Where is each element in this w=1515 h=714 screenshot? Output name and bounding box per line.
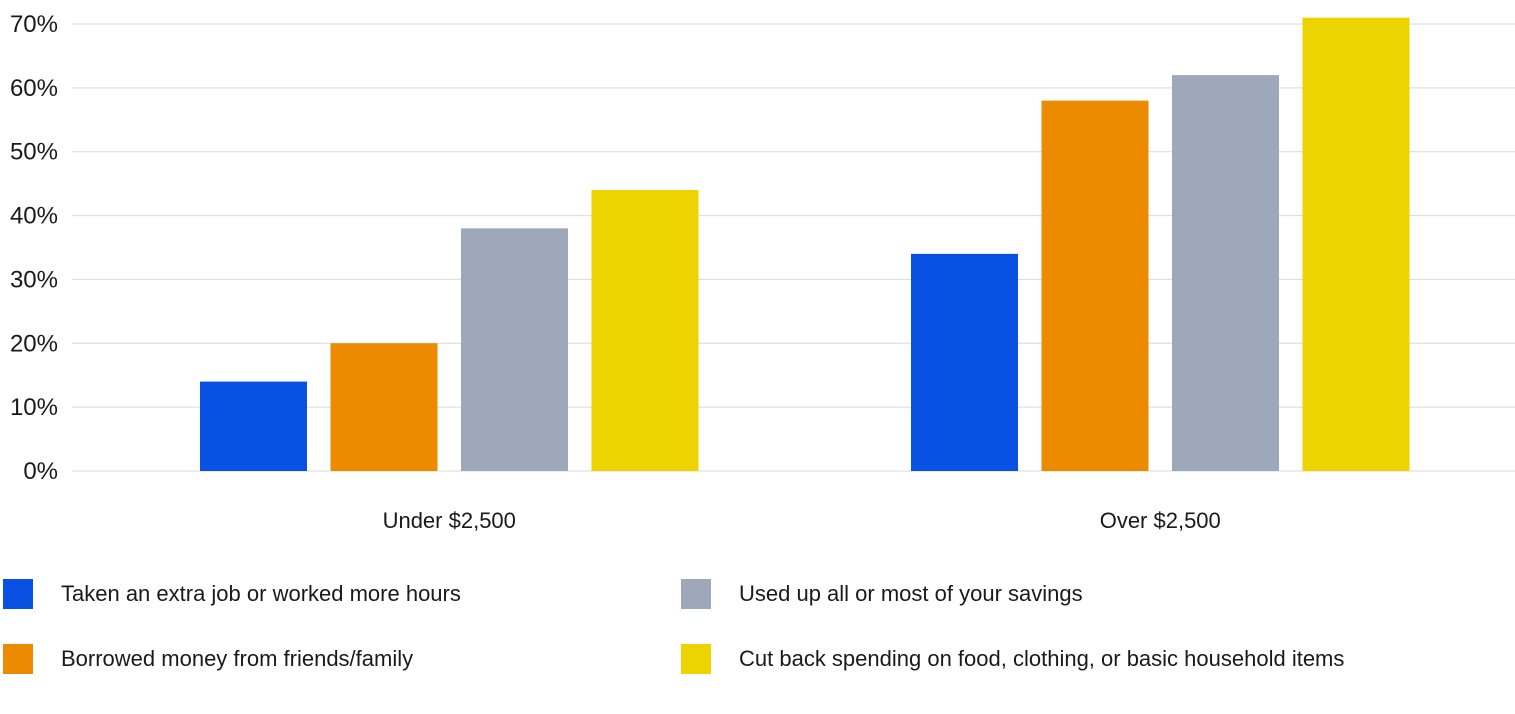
- bar: [330, 343, 438, 471]
- y-tick-label: 10%: [10, 394, 58, 421]
- legend-swatch-cut-back: [681, 644, 711, 674]
- legend-label-savings: Used up all or most of your savings: [739, 581, 1083, 606]
- y-tick-label: 0%: [23, 458, 58, 485]
- legend-item-borrowed: Borrowed money from friends/family: [3, 643, 413, 675]
- chart-legend: Taken an extra job or worked more hours …: [0, 570, 1515, 700]
- legend-item-savings: Used up all or most of your savings: [681, 578, 1083, 610]
- bar: [461, 228, 568, 471]
- legend-item-cut-back: Cut back spending on food, clothing, or …: [681, 643, 1344, 675]
- legend-label-borrowed: Borrowed money from friends/family: [61, 646, 414, 671]
- x-category-label: Under $2,500: [383, 508, 516, 533]
- bar: [1302, 17, 1410, 471]
- y-tick-label: 20%: [10, 330, 58, 357]
- y-tick-label: 60%: [10, 75, 58, 102]
- legend-swatch-savings: [681, 579, 711, 609]
- bar: [591, 190, 699, 471]
- y-tick-label: 40%: [10, 203, 58, 230]
- bar: [200, 381, 307, 471]
- bar-chart: 0% 10% 20% 30% 40% 50% 60% 70% Under $2,500 Over …: [10, 11, 1515, 533]
- bar: [1041, 100, 1149, 471]
- legend-swatch-extra-job: [3, 579, 33, 609]
- y-tick-label: 30%: [10, 266, 58, 293]
- legend-label-cut-back: Cut back spending on food, clothing, or …: [739, 646, 1345, 671]
- x-category-label: Over $2,500: [1100, 508, 1221, 533]
- legend-item-extra-job: Taken an extra job or worked more hours: [3, 578, 461, 610]
- y-tick-label: 70%: [10, 11, 58, 38]
- y-tick-label: 50%: [10, 139, 58, 166]
- legend-swatch-borrowed: [3, 644, 33, 674]
- bar: [911, 253, 1018, 471]
- bar: [1172, 75, 1279, 471]
- legend-label-extra-job: Taken an extra job or worked more hours: [61, 581, 461, 606]
